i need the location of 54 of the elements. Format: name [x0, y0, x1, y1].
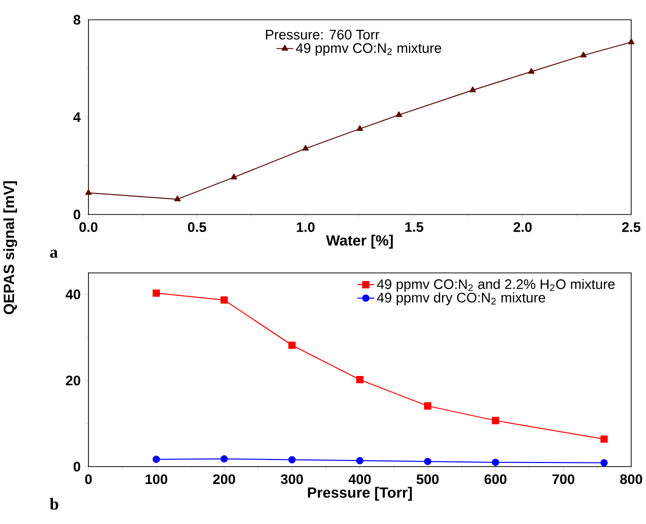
x-tick-label: 500 — [416, 474, 439, 484]
point — [600, 459, 608, 466]
x-tick-label: 100 — [146, 474, 168, 484]
point — [152, 456, 160, 463]
y-tick-label: 4 — [73, 112, 81, 122]
point — [152, 289, 160, 297]
legend-label: 49 ppmv dry CO:N$_{2}$ mixture — [376, 292, 546, 306]
point — [220, 296, 228, 304]
point — [600, 435, 608, 443]
x-tick-label: 300 — [280, 474, 303, 484]
point — [492, 458, 500, 466]
x-tick-label: 2.5 — [622, 222, 640, 232]
x-tick-label: 0.5 — [188, 222, 206, 232]
y-tick-label: 40 — [66, 290, 80, 300]
point — [580, 52, 587, 58]
y-tick-label: 0 — [74, 462, 80, 472]
x-tick-label: 0.0 — [79, 222, 98, 232]
point — [492, 416, 500, 424]
point — [424, 402, 432, 410]
x-tick-label: 700 — [552, 474, 574, 484]
point — [356, 456, 364, 464]
x-tick-label: 0 — [85, 474, 92, 484]
point — [174, 196, 181, 202]
point — [628, 38, 634, 44]
point — [470, 86, 476, 92]
x-tick-label: 1.0 — [296, 222, 315, 232]
x-tick-label: 800 — [620, 474, 642, 484]
legend-label: 49 ppmv CO:N$_{2}$ and 2.2% H$_{2}$O mixture — [376, 278, 615, 292]
point — [356, 376, 364, 384]
x-axis-title: Water [%] — [326, 234, 393, 249]
point — [396, 111, 402, 118]
x-tick-label: 2.0 — [514, 222, 532, 232]
text: a — [50, 250, 58, 258]
x-tick-label: 200 — [213, 474, 236, 484]
legend-label: 49 ppmv CO:N$_{2}$ mixture — [296, 42, 442, 56]
point — [528, 68, 535, 74]
y-tick-label: 8 — [74, 14, 80, 25]
y-tick-label: 0 — [74, 210, 80, 220]
point — [356, 125, 364, 131]
legend-title: Pressure: 760 Torr — [266, 30, 380, 40]
point — [230, 174, 238, 180]
point — [302, 144, 309, 151]
point — [424, 458, 432, 466]
y-axis-title: QEPAS signal [mV] — [3, 181, 18, 314]
point — [288, 456, 296, 464]
x-tick-label: 600 — [484, 474, 506, 484]
y-tick-label: 20 — [66, 376, 80, 386]
x-tick-label: 1.5 — [405, 222, 424, 232]
x-axis-title: Pressure [Torr] — [308, 486, 412, 501]
point — [288, 342, 296, 349]
x-tick-label: 400 — [348, 474, 371, 484]
point — [85, 189, 92, 195]
point — [220, 455, 228, 463]
text: b — [50, 498, 58, 510]
